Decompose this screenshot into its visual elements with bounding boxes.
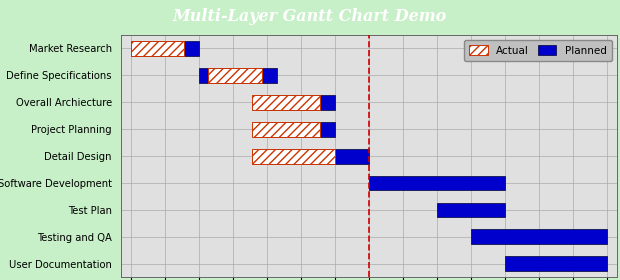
Bar xyxy=(208,68,262,83)
Bar xyxy=(267,149,369,164)
Bar xyxy=(437,202,505,217)
Bar xyxy=(267,95,335,110)
Legend: Actual, Planned: Actual, Planned xyxy=(464,40,612,61)
Bar xyxy=(131,41,184,56)
Bar xyxy=(369,176,505,190)
Bar xyxy=(198,68,277,83)
Bar xyxy=(252,149,335,164)
Bar xyxy=(267,122,335,137)
Bar xyxy=(471,229,607,244)
Bar xyxy=(505,256,607,271)
Bar xyxy=(252,95,321,110)
Text: Multi-Layer Gantt Chart Demo: Multi-Layer Gantt Chart Demo xyxy=(173,8,447,25)
Bar xyxy=(252,122,321,137)
Bar xyxy=(131,41,198,56)
